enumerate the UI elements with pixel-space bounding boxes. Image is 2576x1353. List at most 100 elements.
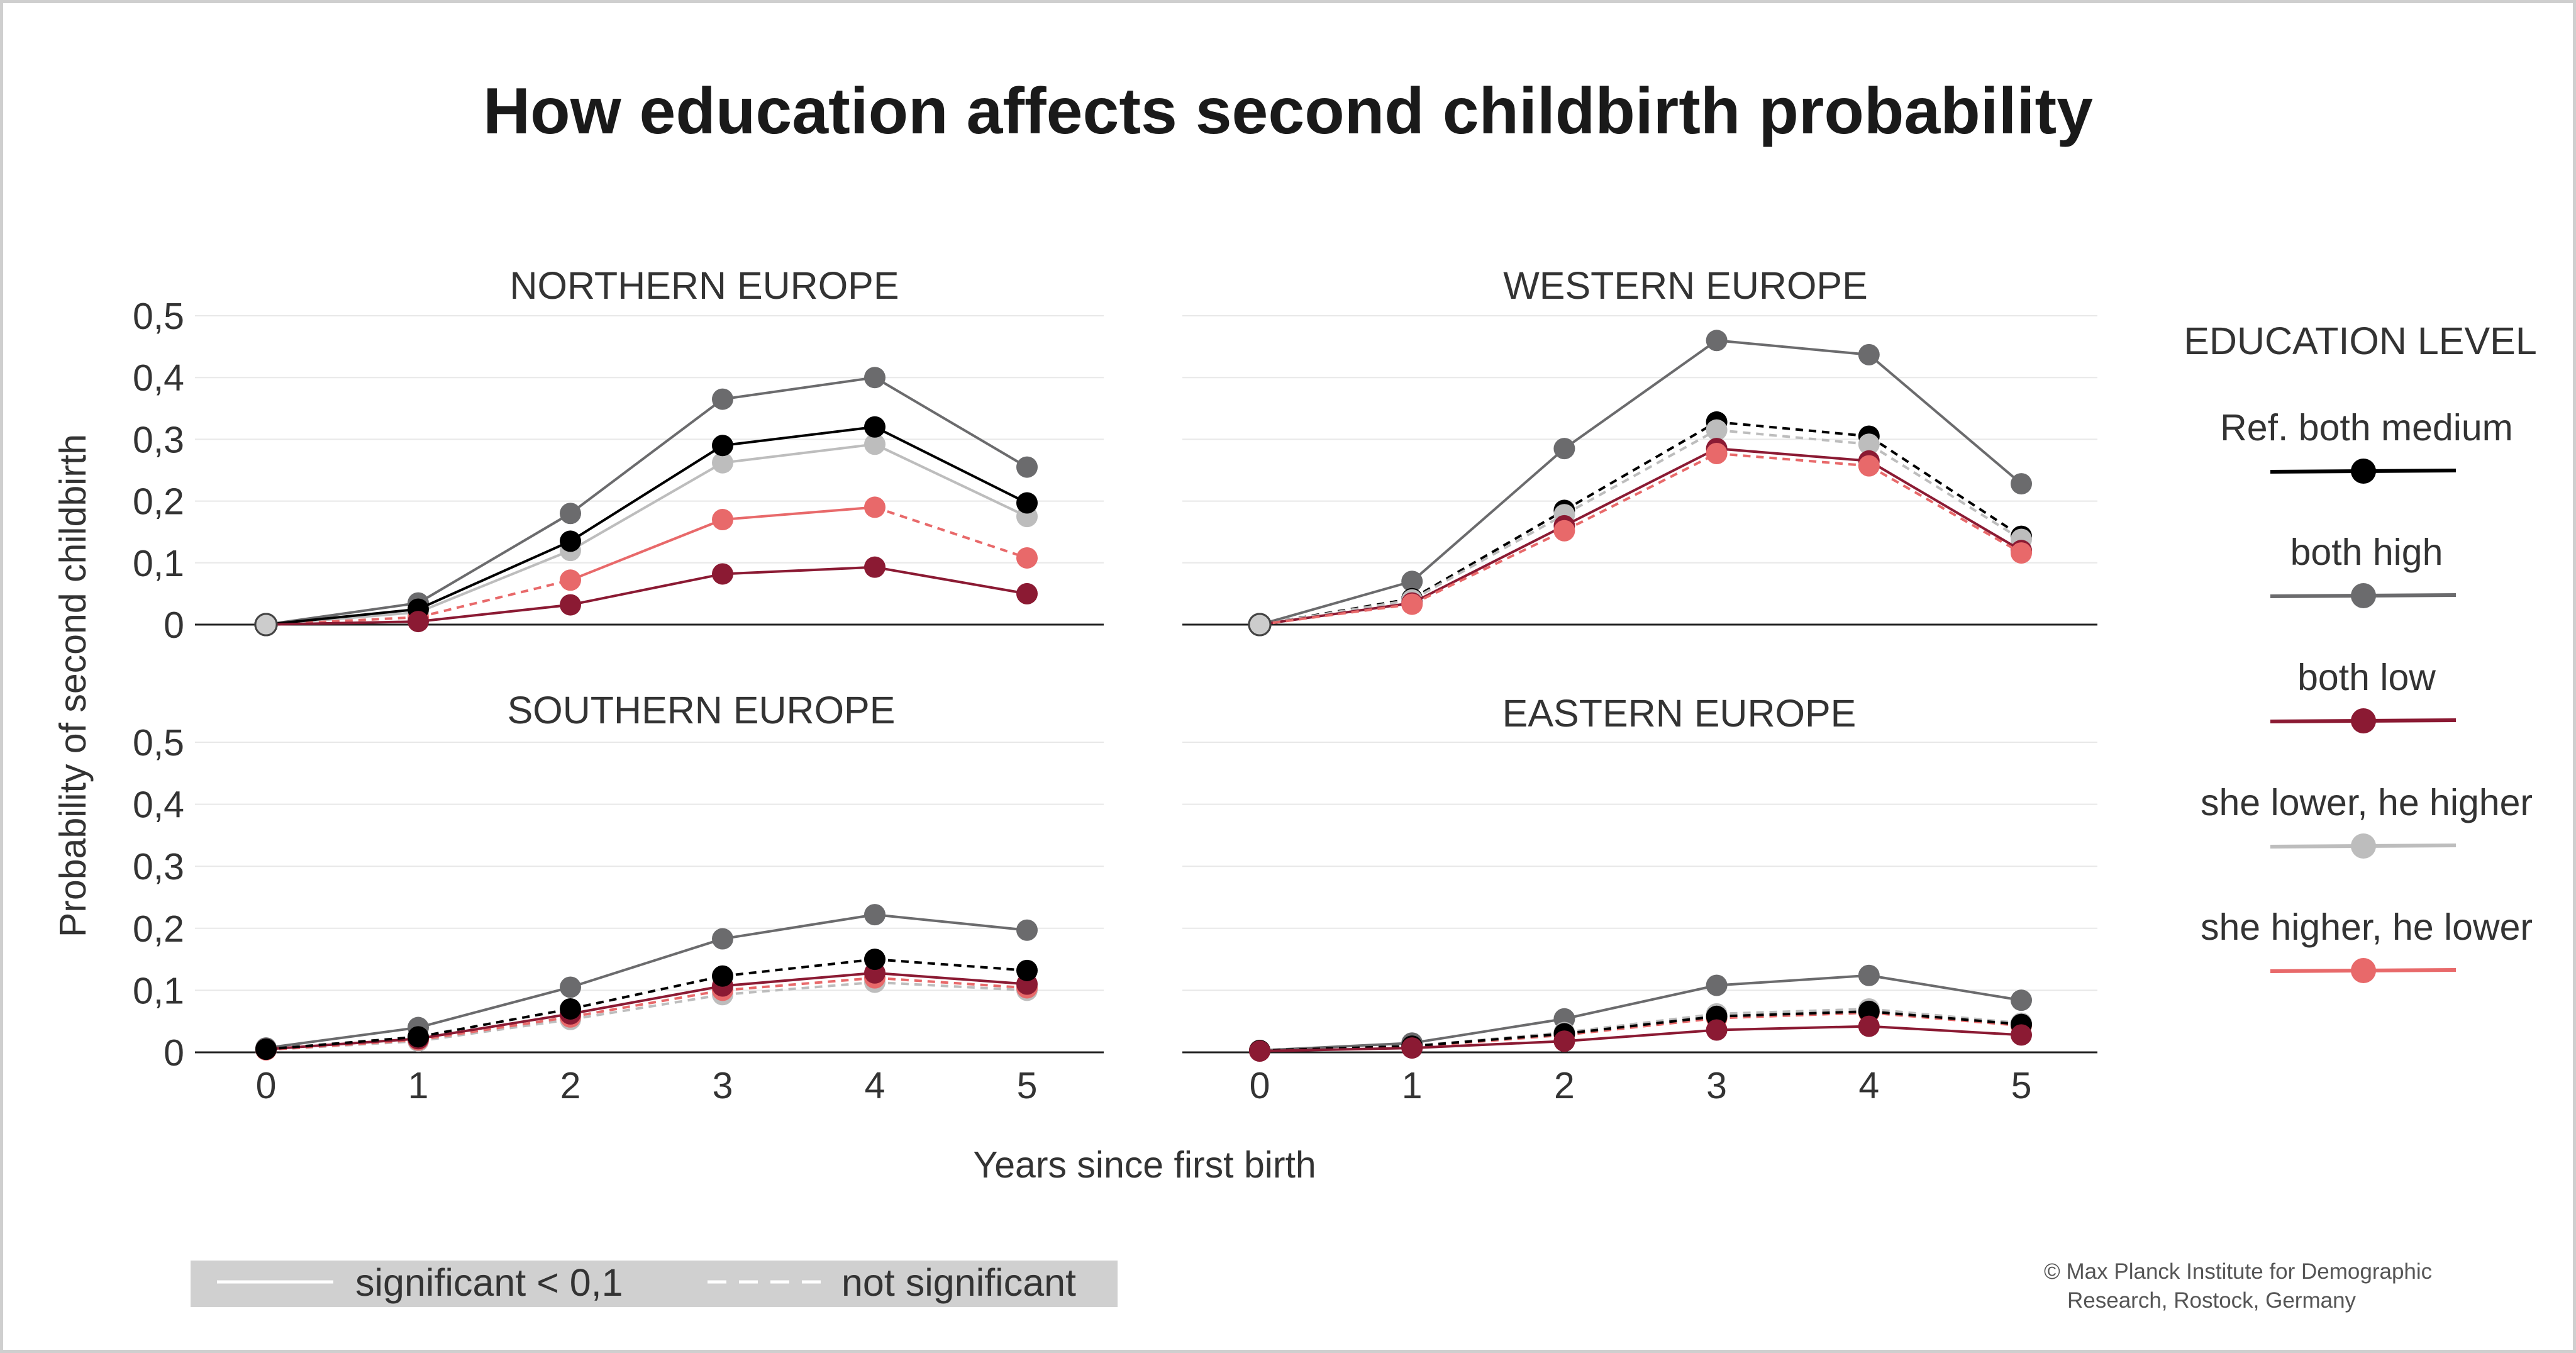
series-line-low [570,572,723,606]
y-tick-label: 0 [164,604,184,646]
data-point-low [1249,1040,1270,1062]
series-line-high [417,512,572,604]
series-line-low [1259,1047,1413,1053]
series-line-she_lower [722,443,875,464]
legend-marker-she_higher [2351,958,2376,983]
series-line-she_lower [418,549,571,614]
series-line-low [1412,1040,1565,1050]
x-tick-label: 1 [408,1065,429,1106]
series-line-low [570,984,723,1015]
credit-line-2: Research, Rostock, Germany [2067,1288,2357,1313]
data-point-ref [712,965,733,987]
legend-title: EDUCATION LEVEL [2184,320,2537,362]
data-point-low [1553,1030,1575,1052]
series-line-ref [1868,435,2023,538]
x-axis-label: Years since first birth [973,1144,1316,1186]
chart-title: How education affects second childbirth … [483,75,2093,148]
series-line-low [265,1037,419,1051]
data-point-high [560,976,581,998]
series-line-high [1716,339,1869,356]
data-point-high [1706,330,1728,352]
series-line-high [874,913,1028,932]
series-line-high [1868,974,2022,1002]
y-tick-label: 0,4 [133,784,184,826]
data-point-she_lower [712,452,733,474]
data-point-high [1706,974,1728,996]
data-point-low [408,611,429,633]
series-line-high [1411,447,1565,582]
series-line-she_higher [722,506,875,521]
data-point-ref [1858,1000,1880,1022]
series-line-she_lower [1716,428,1869,446]
series-line-low [1411,525,1565,604]
series-line-she_lower [1868,443,2023,541]
data-point-she_higher [1858,455,1880,477]
series-line-ref [418,1008,571,1038]
y-tick-label: 0,3 [133,846,184,888]
series-line-low [1716,447,1869,462]
series-line-ref [1716,420,1869,438]
series-line-she_higher [1563,452,1718,532]
y-tick-label: 0,2 [133,481,184,523]
credit-line-1: © Max Planck Institute for Demographic [2044,1259,2432,1284]
x-tick-label: 3 [713,1065,733,1106]
series-line-she_lower [1411,513,1565,601]
series-line-high [265,1026,419,1050]
data-point-high [864,904,886,926]
data-point-she_higher [1706,442,1728,464]
data-point-low [254,613,278,637]
legend-label: both low [2297,657,2436,698]
series-line-she_higher [874,506,1028,559]
series-line-high [1259,1042,1413,1052]
y-tick-label: 0 [164,1032,184,1074]
series-line-ref [722,958,875,977]
series-line-low [1563,447,1718,527]
data-point-she_higher [560,569,581,591]
series-line-high [1259,580,1413,626]
x-tick-label: 0 [256,1065,277,1106]
series-line-she_lower [570,993,723,1021]
x-tick-label: 3 [1706,1065,1727,1106]
series-line-high [418,986,571,1029]
y-tick-label: 0,5 [133,296,184,337]
series-line-ref [874,958,1028,972]
legend-label: Ref. both medium [2220,407,2513,448]
data-point-high [1401,571,1423,593]
series-line-high [1563,339,1718,450]
series-line-high [570,937,723,989]
x-tick-label: 4 [865,1065,886,1106]
data-point-she_higher [1016,547,1038,569]
data-point-high [712,388,733,410]
series-line-ref [874,425,1028,504]
data-point-ref [1016,492,1038,514]
data-point-she_higher [864,496,886,518]
series-line-low [418,1012,571,1040]
data-point-she_lower [1858,433,1880,455]
legend-marker-ref [2351,459,2376,484]
y-tick-label: 0,5 [133,722,184,764]
series-line-high [569,398,724,515]
legend-label: she higher, he lower [2201,906,2533,948]
legend-marker-high [2351,583,2376,608]
y-tick-label: 0,3 [133,419,184,460]
data-point-ref [1016,959,1038,981]
panel-title: NORTHERN EUROPE [509,264,899,307]
data-point-she_higher [1553,520,1575,542]
data-point-low [1016,582,1038,604]
data-point-ref [864,416,886,438]
series-line-high [1868,354,2023,485]
x-tick-label: 5 [2011,1065,2032,1106]
series-line-low [418,603,571,623]
series-line-she_higher [1716,1011,1869,1020]
data-point-low [1401,1037,1423,1059]
data-point-low [712,563,733,585]
y-axis-label: Probability of second childbirth [52,434,94,937]
y-tick-label: 0,2 [133,908,184,950]
series-line-low [1868,460,2023,552]
data-point-high [712,928,733,950]
series-line-low [722,971,875,988]
x-tick-label: 4 [1858,1065,1879,1106]
y-tick-label: 0,1 [133,970,184,1011]
